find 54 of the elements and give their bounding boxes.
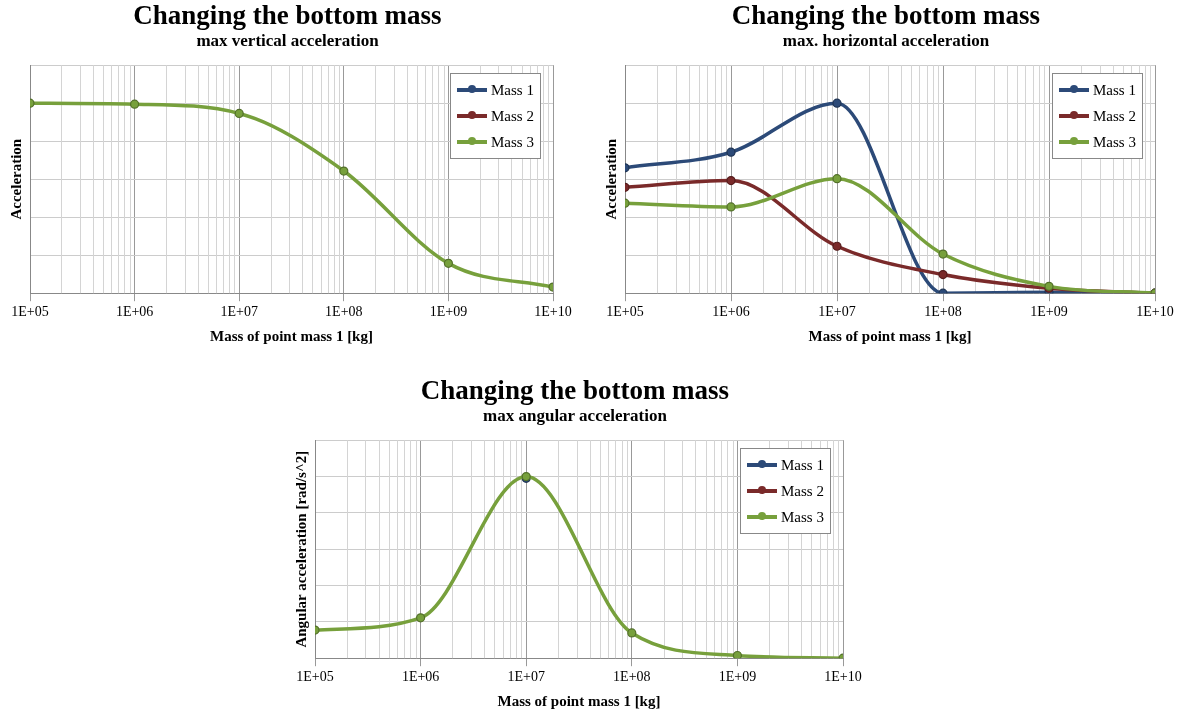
point bbox=[443, 258, 453, 268]
point bbox=[726, 147, 736, 157]
chart-subtitle: max angular acceleration bbox=[482, 405, 668, 427]
x-axis-title: Mass of point mass 1 [kg] bbox=[497, 692, 661, 709]
chart-subtitle: max. horizontal acceleration bbox=[781, 30, 991, 52]
point bbox=[627, 628, 637, 638]
y-axis-title: Acceleration bbox=[7, 138, 24, 220]
point bbox=[732, 650, 742, 659]
legend-label: Mass 1 bbox=[1093, 81, 1136, 99]
chart-title: Changing the bottom mass bbox=[730, 0, 1042, 30]
point bbox=[938, 249, 948, 259]
x-tick-label: 1E+07 bbox=[220, 304, 258, 320]
x-tick-label: 1E+06 bbox=[115, 304, 154, 320]
x-tick-label: 1E+09 bbox=[1030, 304, 1068, 320]
y-axis-title: Acceleration bbox=[602, 138, 619, 220]
chart-title: Changing the bottom mass bbox=[419, 375, 731, 405]
x-tick-label: 1E+10 bbox=[1136, 304, 1174, 320]
x-axis-title: Mass of point mass 1 [kg] bbox=[210, 327, 373, 344]
x-tick-label: 1E+10 bbox=[824, 669, 862, 685]
x-tick-label: 1E+08 bbox=[613, 669, 651, 685]
y-axis-title: Angular acceleration [rad/s^2] bbox=[292, 450, 309, 648]
legend-label: Mass 1 bbox=[491, 81, 534, 99]
x-tick-label: 1E+05 bbox=[11, 304, 49, 320]
point bbox=[938, 269, 948, 280]
x-tick-label: 1E+10 bbox=[534, 304, 572, 320]
x-tick-label: 1E+09 bbox=[718, 669, 757, 685]
point bbox=[726, 202, 736, 212]
point bbox=[234, 108, 244, 119]
point bbox=[416, 613, 426, 623]
point bbox=[832, 174, 842, 184]
legend-label: Mass 2 bbox=[1093, 107, 1136, 125]
legend-label: Mass 2 bbox=[491, 107, 534, 125]
point bbox=[726, 175, 736, 186]
legend-label: Mass 3 bbox=[1093, 133, 1136, 151]
x-tick-label: 1E+09 bbox=[429, 304, 468, 320]
point bbox=[339, 166, 349, 176]
legend-label: Mass 3 bbox=[491, 133, 534, 151]
x-tick-label: 1E+05 bbox=[296, 669, 334, 685]
point bbox=[832, 241, 842, 251]
x-tick-label: 1E+07 bbox=[507, 669, 545, 685]
x-tick-label: 1E+05 bbox=[606, 304, 644, 320]
x-tick-label: 1E+07 bbox=[818, 304, 856, 320]
x-axis-title: Mass of point mass 1 [kg] bbox=[808, 327, 972, 344]
legend-label: Mass 2 bbox=[781, 482, 824, 500]
legend-label: Mass 1 bbox=[781, 456, 824, 474]
x-tick-label: 1E+08 bbox=[325, 304, 363, 320]
point bbox=[832, 98, 842, 108]
chart-title: Changing the bottom mass bbox=[132, 0, 443, 30]
x-tick-label: 1E+08 bbox=[924, 304, 962, 320]
chart-subtitle: max vertical acceleration bbox=[195, 30, 380, 52]
x-tick-label: 1E+06 bbox=[712, 304, 750, 320]
legend-label: Mass 3 bbox=[781, 508, 824, 526]
point bbox=[130, 99, 140, 109]
x-tick-label: 1E+06 bbox=[401, 669, 440, 685]
